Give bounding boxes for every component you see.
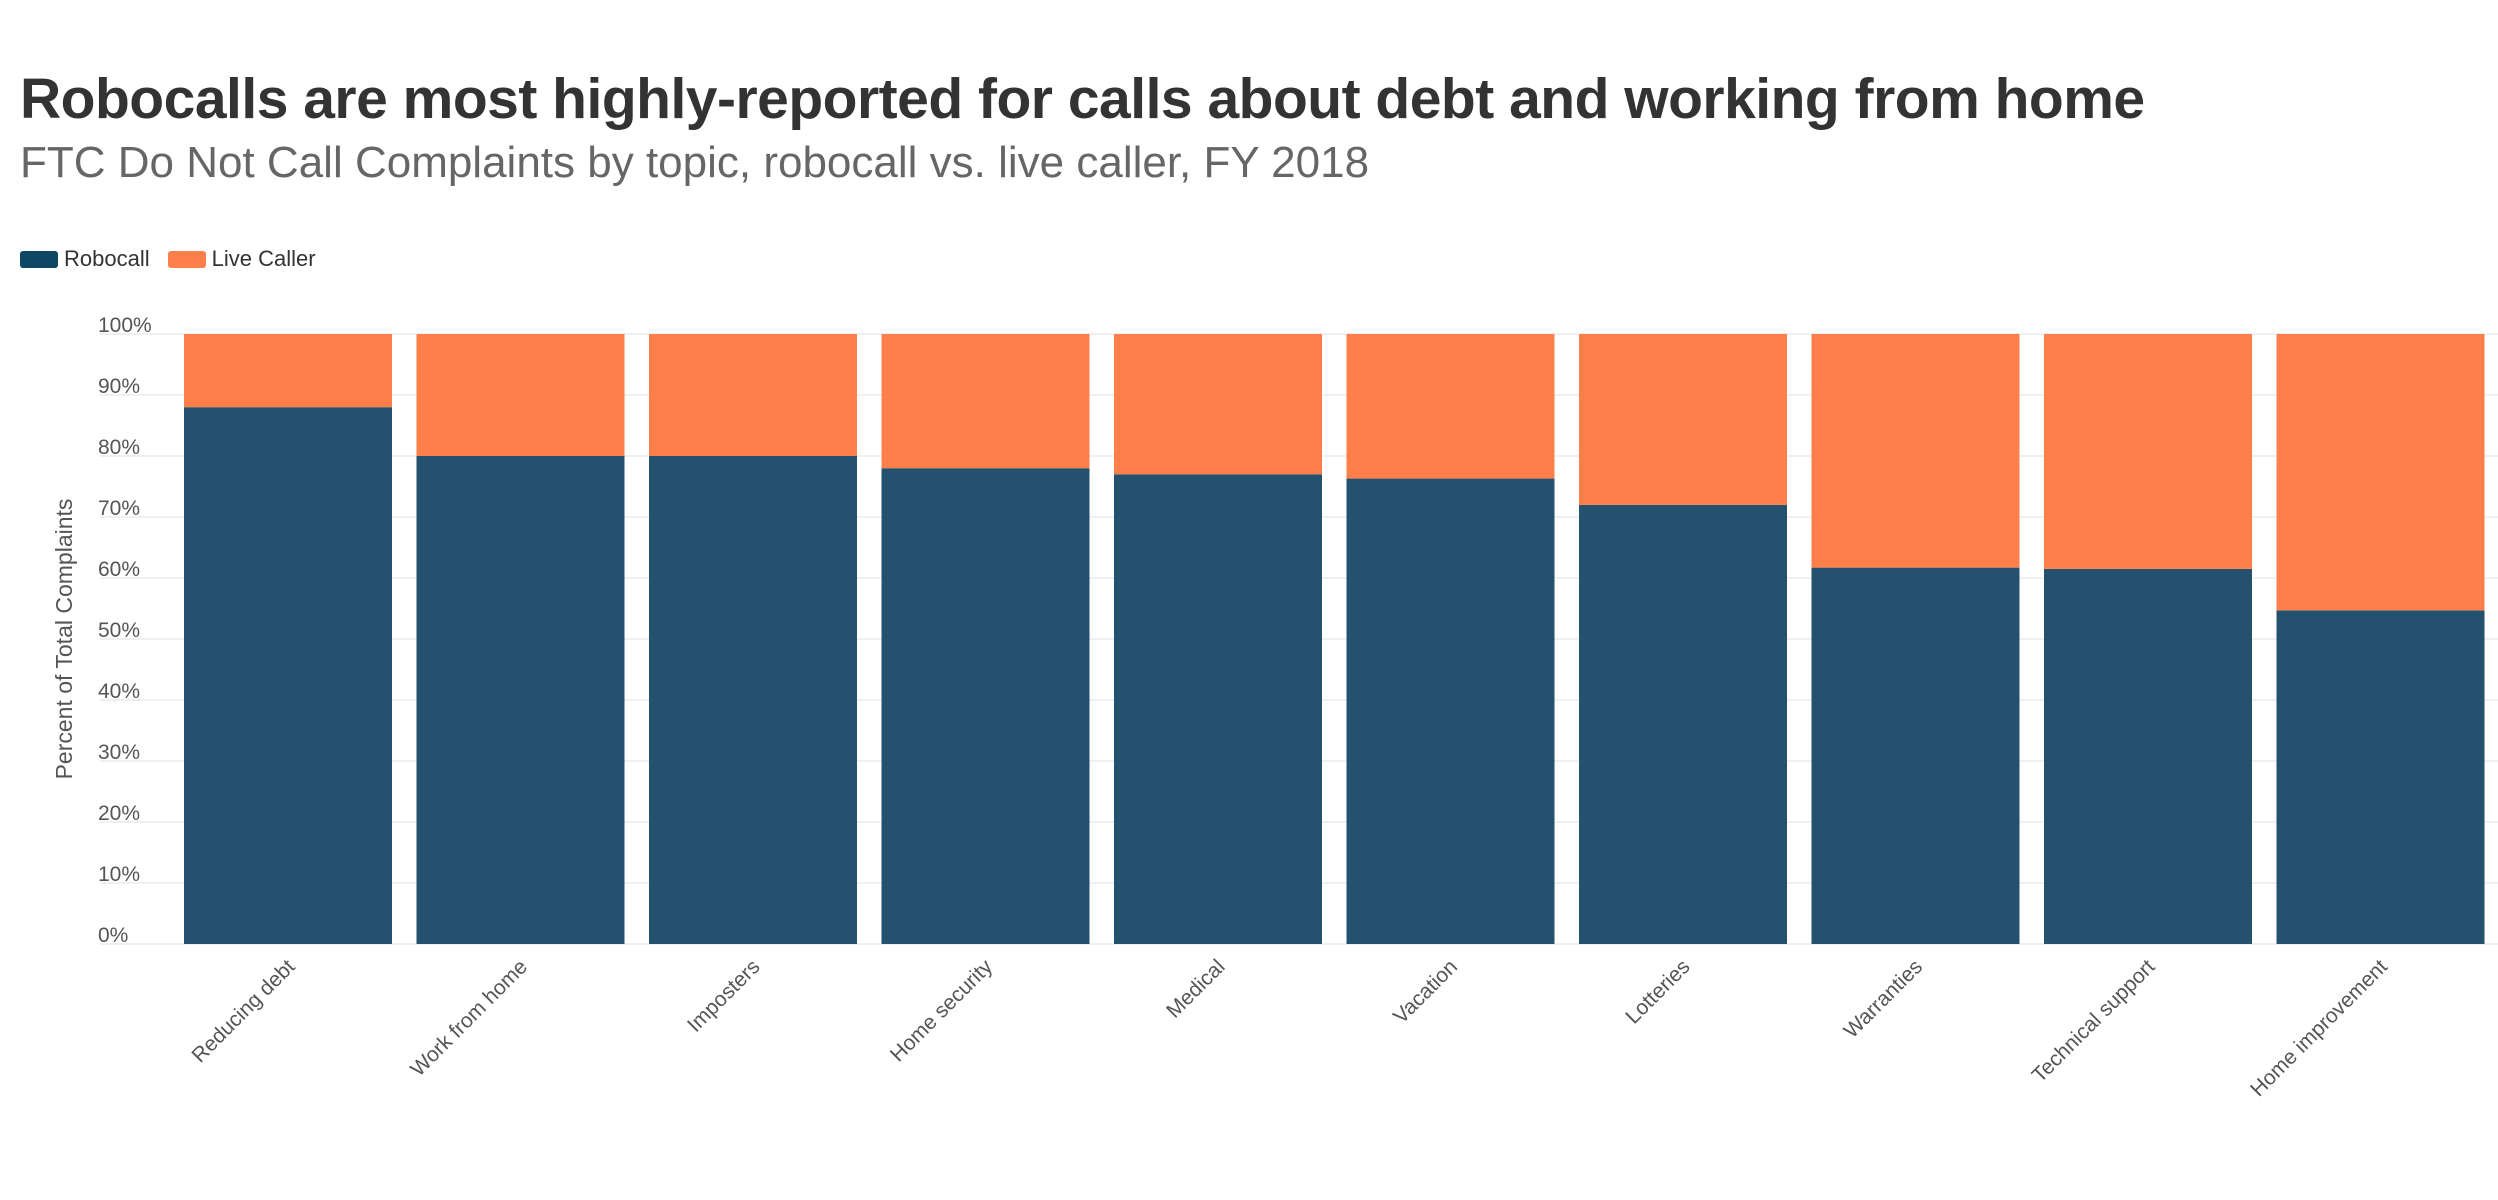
x-tick-label: Vacation xyxy=(1389,955,1462,1028)
bar-robocall xyxy=(1579,504,1787,944)
bar-live-caller xyxy=(416,334,625,456)
legend-swatch-live-caller xyxy=(167,250,206,268)
bar-robocall xyxy=(2044,568,2252,944)
bar-live-caller xyxy=(649,334,857,456)
bar-robocall xyxy=(1811,567,2020,944)
bar-robocall xyxy=(1346,478,1555,944)
bar-live-caller xyxy=(2044,334,2252,569)
x-tick-label: Home security xyxy=(886,955,998,1067)
legend: Robocall Live Caller xyxy=(20,246,334,272)
legend-item-robocall[interactable]: Robocall xyxy=(20,246,150,272)
y-axis-label: Percent of Total Complaints xyxy=(51,499,77,780)
y-tick-label: 80% xyxy=(98,436,140,459)
bar-live-caller xyxy=(2276,334,2485,611)
x-tick-label: Lotteries xyxy=(1621,955,1694,1028)
legend-label-robocall: Robocall xyxy=(64,246,150,271)
legend-label-live-caller: Live Caller xyxy=(211,246,316,271)
x-tick-label: Medical xyxy=(1162,955,1229,1022)
legend-item-live-caller[interactable]: Live Caller xyxy=(167,246,316,272)
y-tick-label: 0% xyxy=(98,924,128,947)
bar-live-caller xyxy=(881,334,1090,469)
x-tick-label: Reducing debt xyxy=(188,955,300,1067)
bar-live-caller xyxy=(1579,334,1787,505)
chart-title: Robocalls are most highly-reported for c… xyxy=(20,67,2145,131)
y-tick-label: 30% xyxy=(98,741,140,764)
y-tick-label: 70% xyxy=(98,497,140,520)
y-tick-label: 50% xyxy=(98,619,140,642)
legend-swatch-robocall xyxy=(20,250,58,268)
y-tick-label: 20% xyxy=(98,802,140,825)
y-tick-label: 60% xyxy=(98,558,140,581)
bar-live-caller xyxy=(1346,334,1555,479)
y-tick-label: 100% xyxy=(98,314,152,337)
bar-live-caller xyxy=(184,334,392,408)
bar-live-caller xyxy=(1114,334,1322,475)
bar-live-caller xyxy=(1811,334,2020,568)
x-tick-label: Imposters xyxy=(683,955,764,1036)
chart-subtitle: FTC Do Not Call Complaints by topic, rob… xyxy=(20,138,1370,187)
bar-robocall xyxy=(2276,610,2485,944)
bar-robocall xyxy=(416,456,625,944)
bar-robocall xyxy=(649,456,857,944)
y-tick-label: 40% xyxy=(98,680,140,703)
bar-robocall xyxy=(881,468,1090,944)
bar-robocall xyxy=(1114,474,1322,944)
x-tick-label: Warranties xyxy=(1840,955,1928,1043)
x-tick-label: Home improvement xyxy=(2246,955,2392,1101)
x-tick-label: Work from home xyxy=(406,955,532,1081)
bar-robocall xyxy=(184,407,392,944)
y-tick-label: 90% xyxy=(98,375,140,398)
x-tick-label: Technical support xyxy=(2028,955,2160,1087)
y-tick-label: 10% xyxy=(98,863,140,886)
